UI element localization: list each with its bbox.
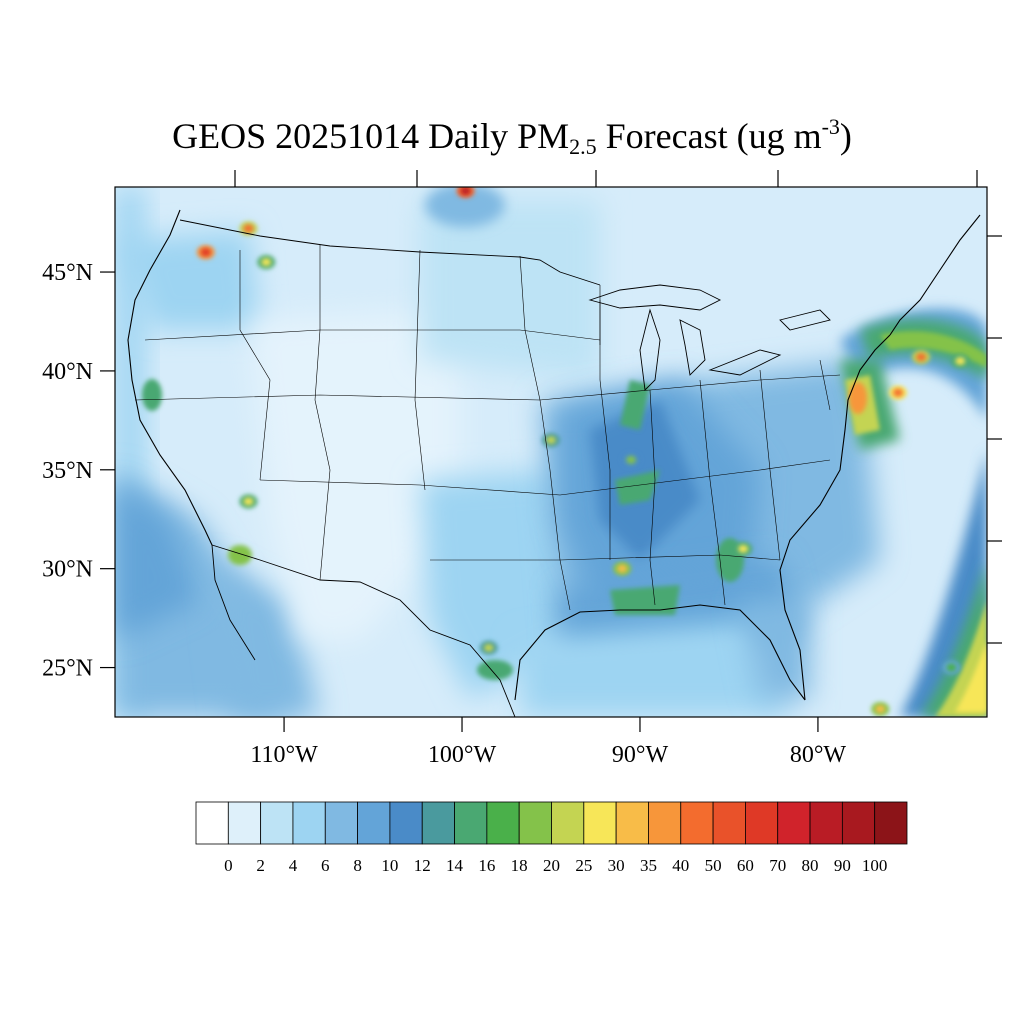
title-suffix: )	[839, 116, 852, 156]
forecast-map	[79, 187, 987, 717]
lon-label: 80°W	[790, 742, 847, 768]
hotspot-layer	[79, 187, 970, 717]
colorbar-swatch	[227, 801, 262, 845]
colorbar-swatch	[454, 801, 488, 845]
colorbar-swatch	[421, 801, 455, 845]
colorbar-swatch	[777, 801, 811, 845]
colorbar-label: 14	[446, 856, 464, 875]
top-ticks	[234, 170, 978, 187]
colorbar-label: 20	[543, 856, 560, 875]
title-middle: Forecast (ug m	[596, 116, 822, 156]
colorbar-label: 4	[289, 856, 298, 875]
hotspot-marker	[951, 354, 970, 369]
map-outlines	[127, 209, 981, 717]
colorbar-label: 2	[256, 856, 265, 875]
colorbar-swatch	[841, 801, 876, 845]
lat-label: 30°N	[42, 557, 93, 583]
hotspot-marker	[456, 187, 475, 198]
hotspot-marker	[257, 255, 276, 270]
colorbar-label: 16	[478, 856, 495, 875]
colorbar-swatch	[389, 801, 423, 845]
lon-label: 100°W	[428, 742, 497, 768]
colorbar-label: 100	[862, 856, 888, 875]
colorbar-label: 12	[414, 856, 431, 875]
colorbar: 0 2 4 6 8 10 12 14 16 18 20 25 30 35 40 50 60 70 80 90 100	[195, 801, 908, 875]
hotspot-marker	[889, 385, 908, 400]
colorbar-swatch	[712, 801, 746, 845]
lat-label: 25°N	[42, 656, 93, 682]
colorbar-swatch	[583, 801, 617, 845]
hotspot-marker	[542, 433, 560, 448]
colorbar-label: 25	[575, 856, 592, 875]
map-title: GEOS 20251014 Daily PM2.5 Forecast (ug m…	[0, 110, 1024, 162]
hotspot-marker	[871, 702, 890, 717]
colorbar-label: 0	[224, 856, 233, 875]
title-prefix: GEOS 20251014 Daily PM	[172, 116, 570, 156]
title-subscript: 2.5	[569, 134, 597, 159]
colorbar-label: 30	[608, 856, 625, 875]
hotspot-marker	[734, 541, 753, 556]
colorbar-swatch	[745, 801, 779, 845]
colorbar-label: 60	[737, 856, 754, 875]
colorbar-swatch	[615, 801, 649, 845]
longitude-axis: 110°W 100°W 90°W 80°W	[250, 717, 846, 768]
colorbar-swatch	[292, 801, 326, 845]
colorbar-label: 70	[769, 856, 786, 875]
colorbar-swatch	[357, 801, 391, 845]
colorbar-swatch	[486, 801, 520, 845]
lon-label: 110°W	[250, 742, 318, 768]
colorbar-swatch	[260, 801, 294, 845]
colorbar-swatch	[680, 801, 714, 845]
colorbar-label: 8	[353, 856, 362, 875]
colorbar-swatch	[874, 801, 908, 845]
hotspot-marker	[79, 394, 97, 408]
colorbar-label: 18	[511, 856, 528, 875]
colorbar-swatch	[324, 801, 358, 845]
colorbar-label: 10	[381, 856, 398, 875]
hotspot-marker	[912, 350, 931, 365]
colorbar-label: 40	[672, 856, 689, 875]
colorbar-swatch	[809, 801, 843, 845]
lat-label: 45°N	[42, 260, 93, 286]
colorbar-label: 6	[321, 856, 330, 875]
right-ticks	[987, 235, 1002, 644]
colorbar-swatch	[648, 801, 682, 845]
title-superscript: -3	[821, 114, 840, 139]
colorbar-swatch	[195, 801, 229, 845]
colorbar-swatch	[518, 801, 552, 845]
hotspot-marker	[196, 245, 215, 260]
colorbar-swatch	[551, 801, 585, 845]
colorbar-label: 35	[640, 856, 657, 875]
hotspot-marker	[622, 452, 641, 467]
hotspot-marker	[479, 640, 498, 655]
colorbar-label: 90	[834, 856, 851, 875]
lat-label: 40°N	[42, 359, 93, 385]
latitude-axis: 45°N 40°N 35°N 30°N 25°N	[42, 260, 115, 682]
hotspot-marker	[239, 494, 258, 509]
hotspot-marker	[942, 660, 961, 675]
map-frame	[114, 186, 988, 718]
colorbar-label: 50	[705, 856, 722, 875]
colorbar-label: 80	[802, 856, 819, 875]
lat-label: 35°N	[42, 458, 93, 484]
lon-label: 90°W	[612, 742, 669, 768]
hotspot-marker	[613, 561, 632, 576]
hotspot-marker	[239, 221, 258, 236]
